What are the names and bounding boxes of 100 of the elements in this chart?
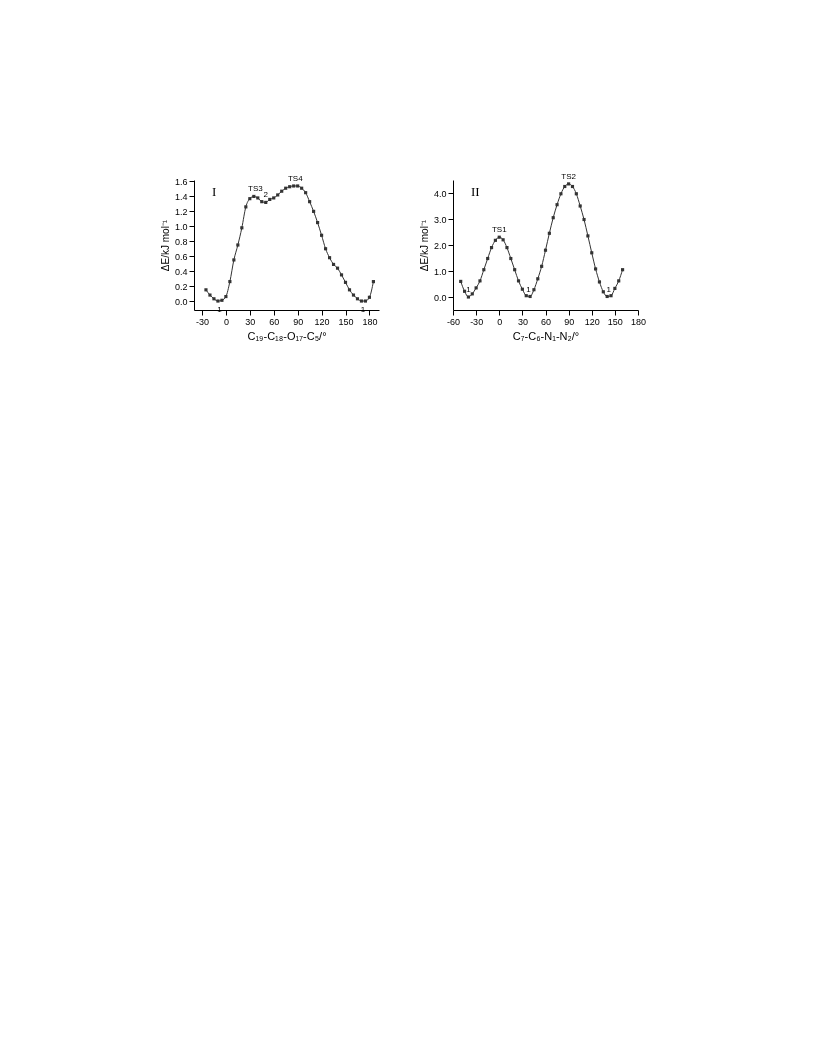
point — [582, 217, 586, 222]
point — [256, 196, 260, 200]
annotation: TS4 — [287, 173, 304, 183]
point — [509, 256, 513, 261]
annotation: II — [471, 184, 480, 199]
y-tick-label: 4.0 — [433, 188, 447, 199]
point — [459, 279, 463, 283]
point — [320, 233, 324, 237]
x-axis-title: C₇-C₆-N₁-N₂/° — [512, 329, 580, 342]
point — [236, 243, 240, 247]
x-tick-label: -30 — [470, 316, 484, 327]
x-tick-label: 90 — [564, 316, 575, 327]
point — [308, 200, 312, 204]
x-tick-label: 120 — [314, 316, 330, 327]
point — [292, 184, 296, 188]
annotation: 1 — [606, 285, 612, 294]
point — [563, 184, 567, 189]
point — [232, 258, 236, 262]
point — [555, 203, 559, 207]
point — [474, 286, 478, 290]
point — [276, 193, 280, 197]
annotation: I — [212, 184, 217, 199]
point — [486, 256, 490, 261]
point — [224, 294, 228, 299]
point — [244, 205, 248, 209]
y-tick-label: 0.4 — [174, 266, 188, 277]
y-tick-label: 0.0 — [174, 296, 188, 307]
point — [613, 286, 617, 290]
point — [216, 299, 220, 303]
point — [204, 288, 208, 292]
point — [248, 197, 252, 201]
annotation: TS1 — [491, 225, 508, 235]
point — [540, 264, 544, 268]
point — [288, 185, 292, 189]
x-tick-label: 90 — [293, 316, 304, 327]
point — [331, 262, 336, 267]
y-tick-label: 2.0 — [433, 240, 447, 251]
point — [482, 268, 486, 272]
x-tick-label: 60 — [540, 316, 552, 327]
point — [543, 248, 548, 252]
point — [252, 194, 256, 199]
point — [367, 295, 372, 299]
x-tick-label: 60 — [269, 316, 280, 327]
y-tick-label: 1.2 — [174, 206, 188, 217]
point — [516, 279, 521, 283]
point — [586, 234, 590, 238]
line-series — [204, 184, 375, 303]
point — [605, 294, 609, 299]
y-axis-title: ΔE/kJ mol⁻¹ — [418, 219, 430, 272]
x-tick-label: 150 — [607, 316, 623, 327]
y-tick-label: 1.0 — [174, 221, 188, 232]
y-tick-label: 1.0 — [433, 266, 447, 277]
point — [609, 294, 613, 298]
point — [316, 221, 320, 225]
x-axis-title: C₁₉-C₁₈-O₁₇-C₅/° — [247, 329, 327, 342]
y-axis-title: ΔE/kJ mol⁻¹ — [159, 219, 171, 272]
point — [260, 200, 264, 204]
point — [272, 196, 276, 200]
x-tick-label: 30 — [245, 316, 256, 327]
point — [594, 267, 598, 271]
y-tick-label: 0.0 — [433, 292, 447, 303]
point — [497, 235, 501, 239]
x-tick-label: 120 — [584, 316, 600, 327]
annotation: 2 — [263, 190, 269, 200]
point — [327, 256, 332, 260]
annotation: TS3 — [248, 184, 264, 194]
point — [601, 290, 605, 294]
x-tick-label: 0 — [497, 316, 503, 327]
point — [478, 279, 482, 283]
point — [567, 182, 571, 186]
point — [343, 280, 348, 284]
point — [551, 216, 555, 220]
point — [220, 298, 224, 302]
line-series — [459, 182, 625, 299]
point — [268, 197, 272, 202]
point — [570, 184, 575, 189]
y-tick-label: 1.6 — [174, 176, 188, 187]
point — [559, 192, 563, 196]
point — [466, 295, 470, 299]
y-tick-label: 0.8 — [174, 236, 188, 247]
point — [536, 277, 540, 281]
point — [355, 297, 360, 301]
point — [505, 246, 509, 250]
point — [470, 292, 474, 296]
x-tick-label: 180 — [630, 316, 647, 327]
point — [489, 246, 494, 250]
x-tick-label: 0 — [223, 316, 229, 327]
point — [547, 231, 551, 235]
point — [228, 280, 232, 284]
point — [532, 288, 536, 292]
point — [312, 209, 316, 213]
point — [524, 294, 528, 298]
point — [264, 200, 268, 204]
point — [335, 266, 340, 270]
y-tick-label: 0.6 — [174, 251, 188, 262]
y-tick-label: 3.0 — [433, 214, 447, 225]
point — [371, 280, 375, 284]
point — [212, 297, 216, 301]
point — [351, 293, 356, 297]
point — [339, 273, 344, 277]
